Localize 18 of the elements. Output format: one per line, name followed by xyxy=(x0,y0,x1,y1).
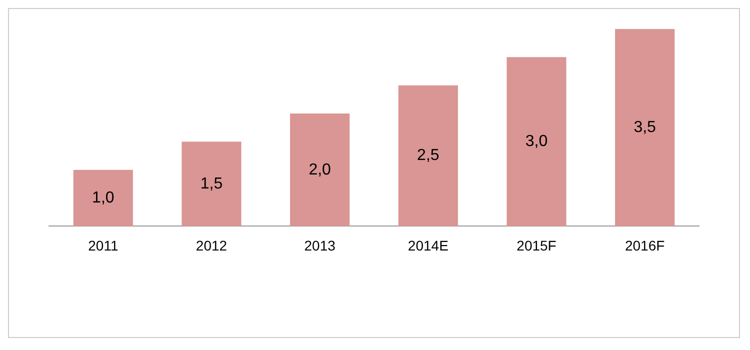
data-label: 2,0 xyxy=(308,161,332,178)
bar xyxy=(182,142,242,226)
bar xyxy=(73,170,133,226)
x-tick-label: 2012 xyxy=(196,237,228,254)
data-label: 3,0 xyxy=(525,133,548,150)
data-label: 1,5 xyxy=(200,175,223,192)
x-tick-label: 2014E xyxy=(408,237,448,254)
bar xyxy=(398,85,458,226)
x-tick-label: 2013 xyxy=(304,237,336,254)
data-label: 2,5 xyxy=(417,147,440,164)
x-tick-label: 2015F xyxy=(516,237,556,254)
bar xyxy=(506,57,566,226)
data-label: 3,5 xyxy=(634,119,656,136)
x-tick-label: 2016F xyxy=(624,237,665,254)
x-tick-label: 2011 xyxy=(88,237,118,254)
bar xyxy=(290,114,350,226)
bar xyxy=(615,29,675,226)
data-label: 1,0 xyxy=(92,189,114,206)
